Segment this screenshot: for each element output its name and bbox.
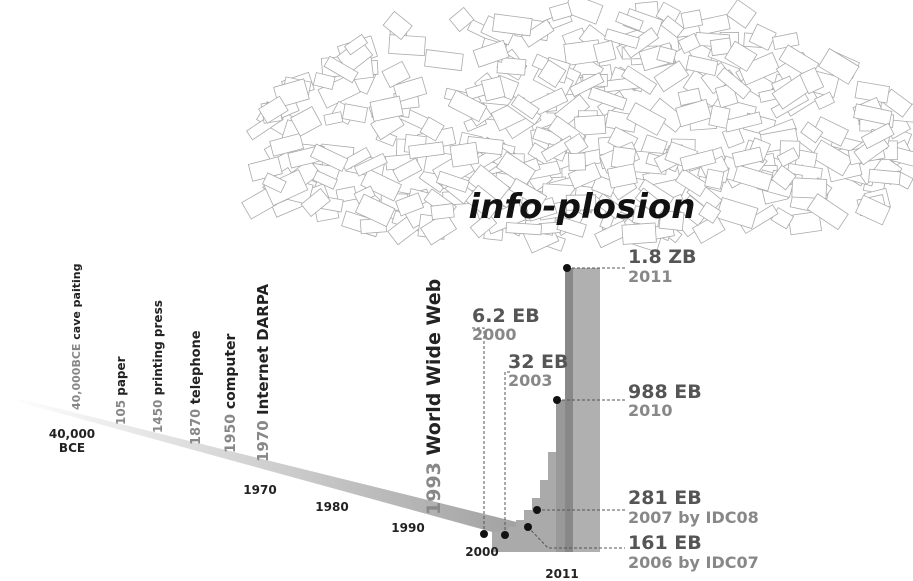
amount-year: 2010 bbox=[628, 401, 673, 420]
milestone-label: World Wide Web bbox=[423, 279, 445, 456]
amount-year: 2006 by IDC07 bbox=[628, 553, 759, 572]
milestone-label: telephone bbox=[189, 330, 204, 404]
milestone-label: computer bbox=[223, 333, 239, 409]
amount-year: 2000 bbox=[472, 325, 517, 344]
timeline-year: 1970 bbox=[243, 483, 276, 497]
milestone-year: 1970 bbox=[254, 420, 272, 462]
paper bbox=[709, 105, 730, 128]
milestone: 105 paper bbox=[114, 356, 128, 425]
milestones: 40,000BCE cave paiting 105 paper 1450 pr… bbox=[70, 264, 445, 515]
milestone-label: printing press bbox=[151, 300, 165, 395]
timeline-year: 1990 bbox=[391, 521, 424, 535]
milestone: 1870 telephone bbox=[189, 330, 204, 445]
milestone-year: 40,000BCE bbox=[70, 344, 83, 410]
amount-year: 2003 bbox=[508, 371, 553, 390]
milestone-label: cave paiting bbox=[70, 264, 83, 340]
paper bbox=[681, 10, 703, 29]
timeline-labels: 40,000 BCE 1970 1980 1990 2000 2011 bbox=[49, 427, 579, 581]
amount: 1.8 ZB bbox=[628, 246, 697, 268]
paper bbox=[450, 142, 479, 167]
milestone: 40,000BCE cave paiting bbox=[70, 264, 83, 410]
paper bbox=[772, 33, 799, 50]
infographic: info-plosion 40,000BCE cave paiting 105 … bbox=[0, 0, 913, 581]
timeline-year: 2011 bbox=[545, 567, 578, 581]
paper bbox=[389, 35, 426, 56]
amount: 6.2 EB bbox=[472, 305, 540, 327]
milestone-label: Internet DARPA bbox=[254, 284, 272, 415]
paper bbox=[869, 169, 901, 184]
paper bbox=[568, 153, 585, 171]
amount-year: 2011 bbox=[628, 267, 673, 286]
paper bbox=[425, 50, 464, 71]
timeline-year: 1980 bbox=[315, 500, 348, 514]
timeline-start: 40,000 bbox=[49, 427, 95, 441]
amount: 281 EB bbox=[628, 487, 702, 509]
timeline-year: 2000 bbox=[465, 545, 498, 559]
milestone: 1950 computer bbox=[223, 333, 239, 453]
paper bbox=[716, 197, 758, 228]
paper bbox=[705, 169, 724, 189]
milestone-year: 105 bbox=[114, 400, 128, 425]
amount: 988 EB bbox=[628, 381, 702, 403]
logo: info-plosion bbox=[469, 187, 696, 227]
milestone: 1993 World Wide Web bbox=[423, 279, 445, 515]
paper bbox=[792, 178, 827, 199]
amount: 161 EB bbox=[628, 532, 702, 554]
milestone: 1450 printing press bbox=[151, 300, 165, 433]
timeline-start: BCE bbox=[59, 441, 85, 455]
milestone-year: 1950 bbox=[223, 414, 239, 453]
milestone-label: paper bbox=[114, 356, 128, 395]
milestone-year: 1993 bbox=[423, 462, 445, 515]
amount-year: 2007 by IDC08 bbox=[628, 508, 759, 527]
paper bbox=[383, 11, 412, 39]
paper bbox=[324, 112, 343, 126]
paper bbox=[431, 204, 454, 220]
amount: 32 EB bbox=[508, 351, 569, 373]
milestone-year: 1870 bbox=[189, 409, 204, 445]
timeline-wedge bbox=[8, 396, 565, 552]
paper bbox=[593, 40, 616, 63]
milestone-year: 1450 bbox=[151, 400, 165, 433]
milestone: 1970 Internet DARPA bbox=[254, 284, 272, 462]
paper bbox=[727, 0, 757, 28]
